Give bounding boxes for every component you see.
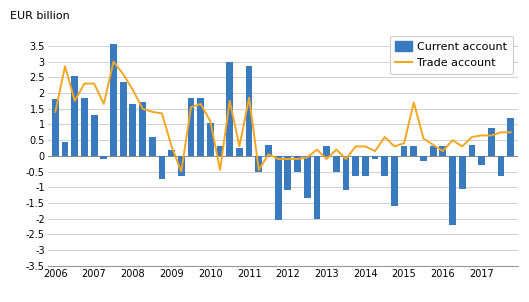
Bar (130, 104, 136, 156)
Bar (256, 156, 262, 172)
Bar (401, 146, 407, 156)
Bar (411, 146, 417, 156)
Bar (236, 148, 243, 156)
Bar (381, 156, 388, 176)
Bar (459, 156, 466, 189)
Bar (323, 146, 330, 156)
Bar (149, 137, 156, 156)
Bar (197, 98, 204, 156)
Bar (372, 156, 378, 159)
Bar (207, 123, 214, 156)
Bar (81, 98, 88, 156)
Bar (420, 156, 427, 161)
Bar (62, 142, 68, 156)
Bar (178, 156, 185, 176)
Bar (469, 145, 476, 156)
Bar (285, 156, 291, 190)
Bar (226, 62, 233, 156)
Bar (245, 66, 252, 156)
Bar (391, 156, 398, 206)
Bar (188, 98, 194, 156)
Bar (440, 146, 446, 156)
Bar (168, 149, 175, 156)
Bar (478, 156, 485, 165)
Bar (71, 76, 78, 156)
Bar (488, 127, 495, 156)
Bar (333, 156, 340, 172)
Bar (507, 118, 514, 156)
Bar (430, 146, 436, 156)
Bar (90, 115, 97, 156)
Bar (110, 44, 117, 156)
Bar (120, 82, 126, 156)
Bar (52, 99, 59, 156)
Bar (101, 156, 107, 159)
Bar (265, 145, 272, 156)
Legend: Current account, Trade account: Current account, Trade account (389, 36, 513, 74)
Bar (294, 156, 301, 172)
Text: EUR billion: EUR billion (10, 11, 70, 21)
Bar (159, 156, 165, 179)
Bar (449, 156, 456, 225)
Bar (362, 156, 369, 176)
Bar (352, 156, 359, 176)
Bar (217, 146, 223, 156)
Bar (498, 156, 504, 176)
Bar (275, 156, 281, 220)
Bar (314, 156, 321, 219)
Bar (139, 102, 146, 156)
Bar (304, 156, 311, 198)
Bar (343, 156, 349, 190)
